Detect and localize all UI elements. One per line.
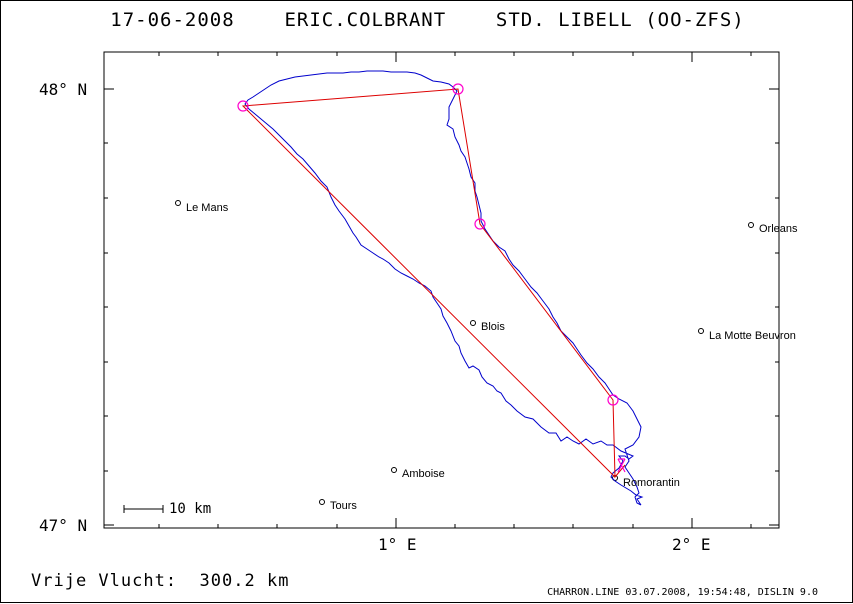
distance-summary: Vrije Vlucht: 300.2 km	[31, 571, 289, 591]
town-label-blois: Blois	[481, 321, 505, 333]
town-markers	[175, 200, 754, 505]
turnpoint-3	[474, 218, 486, 230]
town-marker-tours	[319, 499, 325, 505]
distance-value: 300.2 km	[199, 571, 290, 591]
gps-track	[244, 70, 644, 506]
start-finish-marker	[617, 458, 626, 473]
lat-label-48: 48° N	[39, 80, 88, 99]
glider-name: STD. LIBELL (OO-ZFS)	[495, 9, 745, 31]
task-route	[241, 88, 626, 479]
turnpoint-1	[237, 100, 249, 112]
lon-label-2e: 2° E	[672, 535, 711, 554]
turnpoint-4	[607, 394, 619, 406]
town-label-la-motte-beuvron: La Motte Beuvron	[709, 330, 796, 342]
scale-bar	[123, 505, 164, 513]
town-label-amboise: Amboise	[402, 468, 445, 480]
town-label-orleans: Orleans	[759, 223, 798, 235]
lat-ticks	[104, 88, 779, 526]
credits: CHARRON.LINE 03.07.2008, 19:54:48, DISLI…	[547, 587, 818, 598]
plot-frame	[103, 51, 780, 529]
town-marker-le-mans	[175, 200, 181, 206]
turnpoint-2	[452, 83, 464, 95]
town-marker-blois	[470, 320, 476, 326]
town-marker-la-motte-beuvron	[698, 328, 704, 334]
turnpoints	[237, 83, 626, 473]
town-marker-orleans	[748, 222, 754, 228]
lon-ticks	[158, 52, 752, 528]
town-label-tours: Tours	[330, 500, 357, 512]
town-label-le-mans: Le Mans	[186, 202, 229, 214]
scale-label: 10 km	[169, 501, 212, 517]
distance-label: Vrije Vlucht:	[31, 571, 178, 591]
flight-date: 17-06-2008	[110, 9, 235, 31]
lat-label-47: 47° N	[39, 516, 88, 535]
pilot-name: ERIC.COLBRANT	[284, 9, 447, 31]
flight-title: 17-06-2008 ERIC.COLBRANT STD. LIBELL (OO…	[1, 9, 853, 31]
town-marker-amboise	[391, 467, 397, 473]
town-label-romorantin: Romorantin	[623, 477, 680, 489]
lon-label-1e: 1° E	[378, 535, 417, 554]
